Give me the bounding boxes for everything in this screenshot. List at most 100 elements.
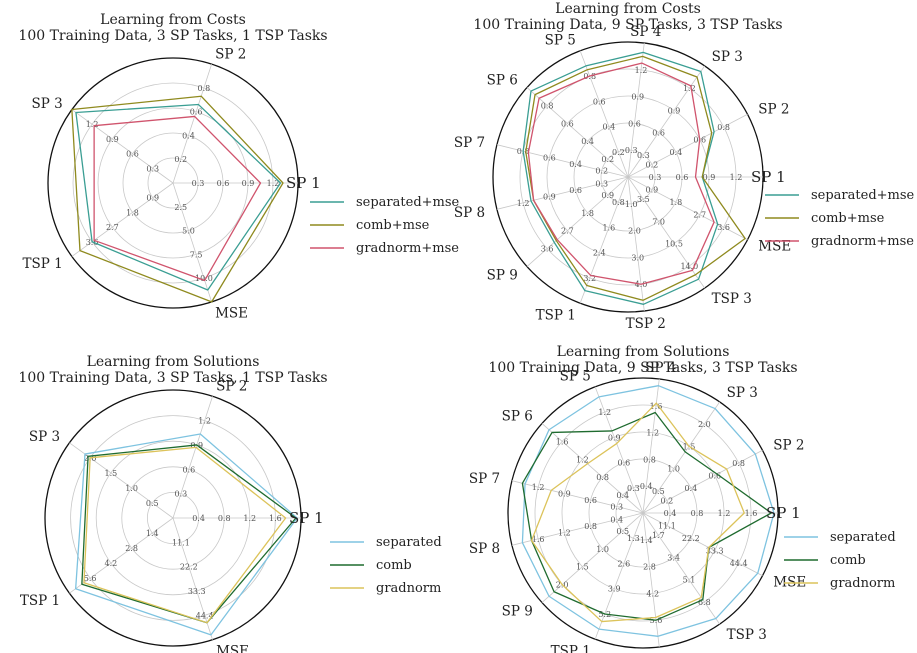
tick-label: 0.2: [595, 167, 608, 176]
tick-label: 1.6: [650, 402, 663, 411]
legend-label: separated+mse: [811, 188, 915, 203]
tick-label: 3.2: [583, 274, 596, 283]
series-line-2: [81, 444, 297, 624]
tick-label: 0.8: [612, 198, 625, 207]
axis-label: SP 3: [32, 96, 63, 112]
tick-label: 0.9: [543, 192, 556, 201]
tick-label: 1.2: [558, 528, 571, 537]
tick-label: 7.0: [652, 217, 665, 226]
tick-label: 5.0: [182, 227, 195, 236]
tick-label: 7.5: [190, 250, 203, 259]
tick-label: 2.7: [693, 211, 706, 220]
axis-spoke: [594, 386, 644, 514]
axis-label: SP 6: [502, 408, 533, 424]
tick-label: 1.6: [745, 509, 758, 518]
tick-label: 0.6: [628, 119, 641, 128]
chart-title: Learning from Costs: [100, 12, 246, 28]
tick-label: 0.3: [610, 503, 623, 512]
tick-label: 3.6: [541, 245, 554, 254]
axis-spoke: [642, 512, 763, 577]
tick-label: 0.5: [146, 499, 159, 508]
tick-label: 2.7: [106, 223, 119, 232]
tick-label: 11.1: [658, 522, 676, 531]
tick-label: 3.6: [717, 223, 730, 232]
axis-spoke: [526, 176, 629, 267]
tick-label: 1.7: [652, 531, 665, 540]
tick-label: 0.8: [643, 455, 656, 464]
tick-label: 2.0: [698, 420, 711, 429]
tick-label: 10.5: [665, 240, 683, 249]
series-line-1: [75, 103, 282, 291]
axis-spoke: [627, 113, 748, 178]
axis-label: SP 4: [630, 24, 661, 40]
tick-label: 33.3: [706, 547, 724, 556]
axis-spoke: [69, 442, 174, 519]
tick-label: 0.9: [601, 191, 614, 200]
legend-label: comb: [830, 553, 866, 568]
tick-label: 0.5: [652, 487, 665, 496]
tick-label: 0.6: [126, 150, 139, 159]
tick-label: 44.4: [730, 559, 748, 568]
tick-label: 0.8: [691, 509, 704, 518]
tick-label: 0.2: [646, 160, 659, 169]
axis-spoke: [511, 480, 644, 514]
axis-label: MSE: [216, 644, 249, 653]
tick-label: 0.8: [218, 514, 231, 523]
axis-label: SP 3: [712, 49, 743, 65]
axis-label: SP 7: [454, 135, 485, 151]
axis-label: MSE: [758, 238, 791, 254]
tick-label: 0.3: [146, 164, 159, 173]
tick-label: 0.6: [584, 496, 597, 505]
tick-label: 10.0: [195, 274, 213, 283]
tick-label: 0.9: [631, 93, 644, 102]
axis-spoke: [642, 512, 721, 625]
chart-subtitle: 100 Training Data, 9 SP Tasks, 3 TSP Tas…: [488, 360, 797, 376]
axis-label: SP 2: [216, 378, 247, 394]
series-line-2: [521, 411, 772, 621]
tick-label: 1.2: [517, 199, 530, 208]
series-line-1: [521, 385, 775, 637]
tick-label: 0.6: [593, 97, 606, 106]
tick-label: 5.6: [84, 574, 97, 583]
tick-label: 1.6: [269, 514, 282, 523]
tick-label: 1.8: [669, 198, 682, 207]
tick-label: 1.6: [556, 437, 569, 446]
tick-label: 0.4: [616, 491, 629, 500]
tick-label: 1.2: [635, 66, 648, 75]
tick-label: 0.2: [601, 155, 614, 164]
axis-spoke: [627, 176, 645, 312]
tick-label: 2.8: [643, 563, 656, 572]
axis-spoke: [594, 512, 644, 640]
tick-label: 0.4: [610, 515, 623, 524]
tick-label: 1.3: [627, 534, 640, 543]
tick-label: 1.2: [730, 173, 743, 182]
axis-spoke: [627, 176, 748, 241]
axis-label: SP 1: [286, 174, 321, 192]
tick-label: 44.4: [196, 611, 214, 620]
axis-label: SP 1: [751, 168, 786, 186]
tick-label: 0.4: [581, 137, 594, 146]
axis-label: SP 5: [545, 32, 576, 48]
axis-label: SP 1: [289, 509, 324, 527]
legend-label: comb+mse: [356, 218, 430, 233]
series-line-3: [527, 62, 715, 285]
tick-label: 4.2: [105, 559, 118, 568]
axis-label: SP 2: [215, 46, 246, 62]
tick-label: 6.8: [698, 598, 711, 607]
axis-spoke: [71, 182, 174, 257]
axis-label: SP 5: [560, 368, 591, 384]
legend: separated comb gradnorm: [784, 530, 896, 591]
tick-label: 0.3: [625, 146, 638, 155]
legend-label: separated+mse: [356, 195, 460, 210]
tick-label: 0.3: [649, 173, 662, 182]
tick-label: 1.2: [243, 514, 256, 523]
axis-label: SP 4: [645, 360, 676, 376]
legend-label: gradnorm+mse: [811, 234, 914, 249]
legend: separated comb gradnorm: [330, 535, 442, 596]
tick-label: 0.4: [182, 131, 195, 140]
axis-label: MSE: [215, 306, 248, 322]
axis-label: SP 9: [502, 604, 533, 620]
